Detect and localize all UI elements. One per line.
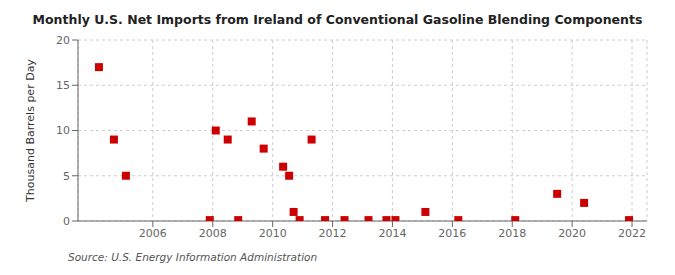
svg-text:5: 5 bbox=[63, 170, 70, 183]
svg-text:Thousand Barrels per Day: Thousand Barrels per Day bbox=[24, 59, 37, 203]
svg-text:2022: 2022 bbox=[618, 227, 646, 240]
svg-text:0: 0 bbox=[63, 215, 70, 228]
html-text:Source: U.S. Energy Informatio: Source: U.S. Energy Information Administ… bbox=[68, 251, 318, 263]
svg-text:2010: 2010 bbox=[259, 227, 287, 240]
svg-text:15: 15 bbox=[56, 79, 70, 92]
svg-text:20: 20 bbox=[56, 34, 70, 47]
svg-text:2008: 2008 bbox=[199, 227, 227, 240]
svg-text:2018: 2018 bbox=[498, 227, 526, 240]
svg-text:2006: 2006 bbox=[139, 227, 167, 240]
svg-text:2012: 2012 bbox=[319, 227, 347, 240]
svg-text:2016: 2016 bbox=[438, 227, 466, 240]
svg-text:2020: 2020 bbox=[558, 227, 586, 240]
svg-text:2014: 2014 bbox=[378, 227, 406, 240]
html-text:Monthly U.S. Net Imports from: Monthly U.S. Net Imports from Ireland of… bbox=[32, 12, 643, 27]
svg-text:10: 10 bbox=[56, 124, 70, 137]
